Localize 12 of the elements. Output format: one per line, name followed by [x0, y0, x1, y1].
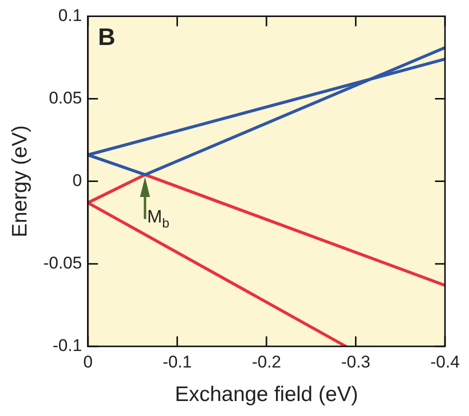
x-tick-label: -0.3 [341, 352, 370, 372]
y-axis-title: Energy (eV) [8, 125, 32, 238]
y-tick-label: 0.1 [58, 6, 82, 25]
y-tick-label: 0.05 [48, 88, 82, 108]
x-tick-label: -0.4 [430, 352, 460, 372]
y-tick-label: 0 [72, 170, 82, 190]
x-axis-title: Exchange field (eV) [174, 383, 358, 406]
x-tick-label: -0.1 [162, 352, 192, 372]
y-tick-label: -0.1 [52, 336, 82, 356]
annotation: B [98, 24, 116, 51]
x-tick-label: -0.2 [252, 352, 282, 372]
y-tick-label: -0.05 [43, 254, 82, 273]
